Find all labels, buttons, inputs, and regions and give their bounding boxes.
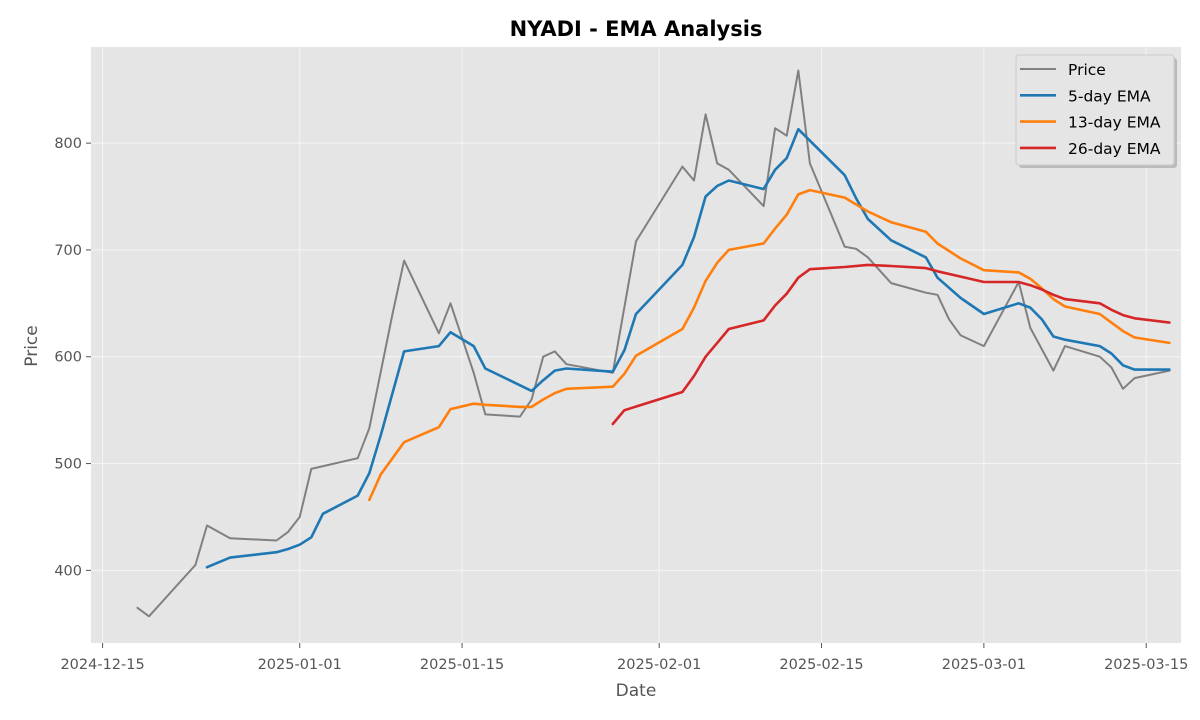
y-tick-label: 600 [54,350,82,366]
legend-label: 13-day EMA [1068,114,1161,132]
series-line-price [136,69,1171,618]
x-tick-label: 2025-03-15 [1104,657,1188,673]
legend-label: 5-day EMA [1068,87,1151,105]
legend: Price 5-day EMA 13-day EMA 26-day EMA [1015,54,1177,168]
legend-box [1015,54,1175,166]
y-tick-label: 500 [54,457,82,473]
plot-area [91,47,1181,643]
x-tick-label: 2025-02-01 [617,657,701,673]
chart-title: NYADI - EMA Analysis [510,17,763,41]
x-tick-label: 2025-01-01 [258,657,342,673]
x-tick-label: 2025-02-15 [779,657,863,673]
y-axis-label: Price [22,325,42,366]
y-tick-label: 700 [54,243,82,259]
x-tick-label: 2025-03-01 [942,657,1026,673]
series-line-5-day-ema [205,127,1171,569]
x-axis-label: Date [616,681,657,701]
axis-ticks: 400 500 600 700 800 2024-12-15 2025-01-01 2025-… [54,136,1188,673]
legend-label: 26-day EMA [1068,140,1161,158]
series-lines [136,69,1171,618]
x-tick-label: 2024-12-15 [60,657,144,673]
series-line-26-day-ema [611,263,1171,426]
x-tick-label: 2025-01-15 [420,657,504,673]
y-tick-label: 400 [54,563,82,579]
y-tick-label: 800 [54,136,82,152]
legend-label: Price [1068,61,1106,79]
